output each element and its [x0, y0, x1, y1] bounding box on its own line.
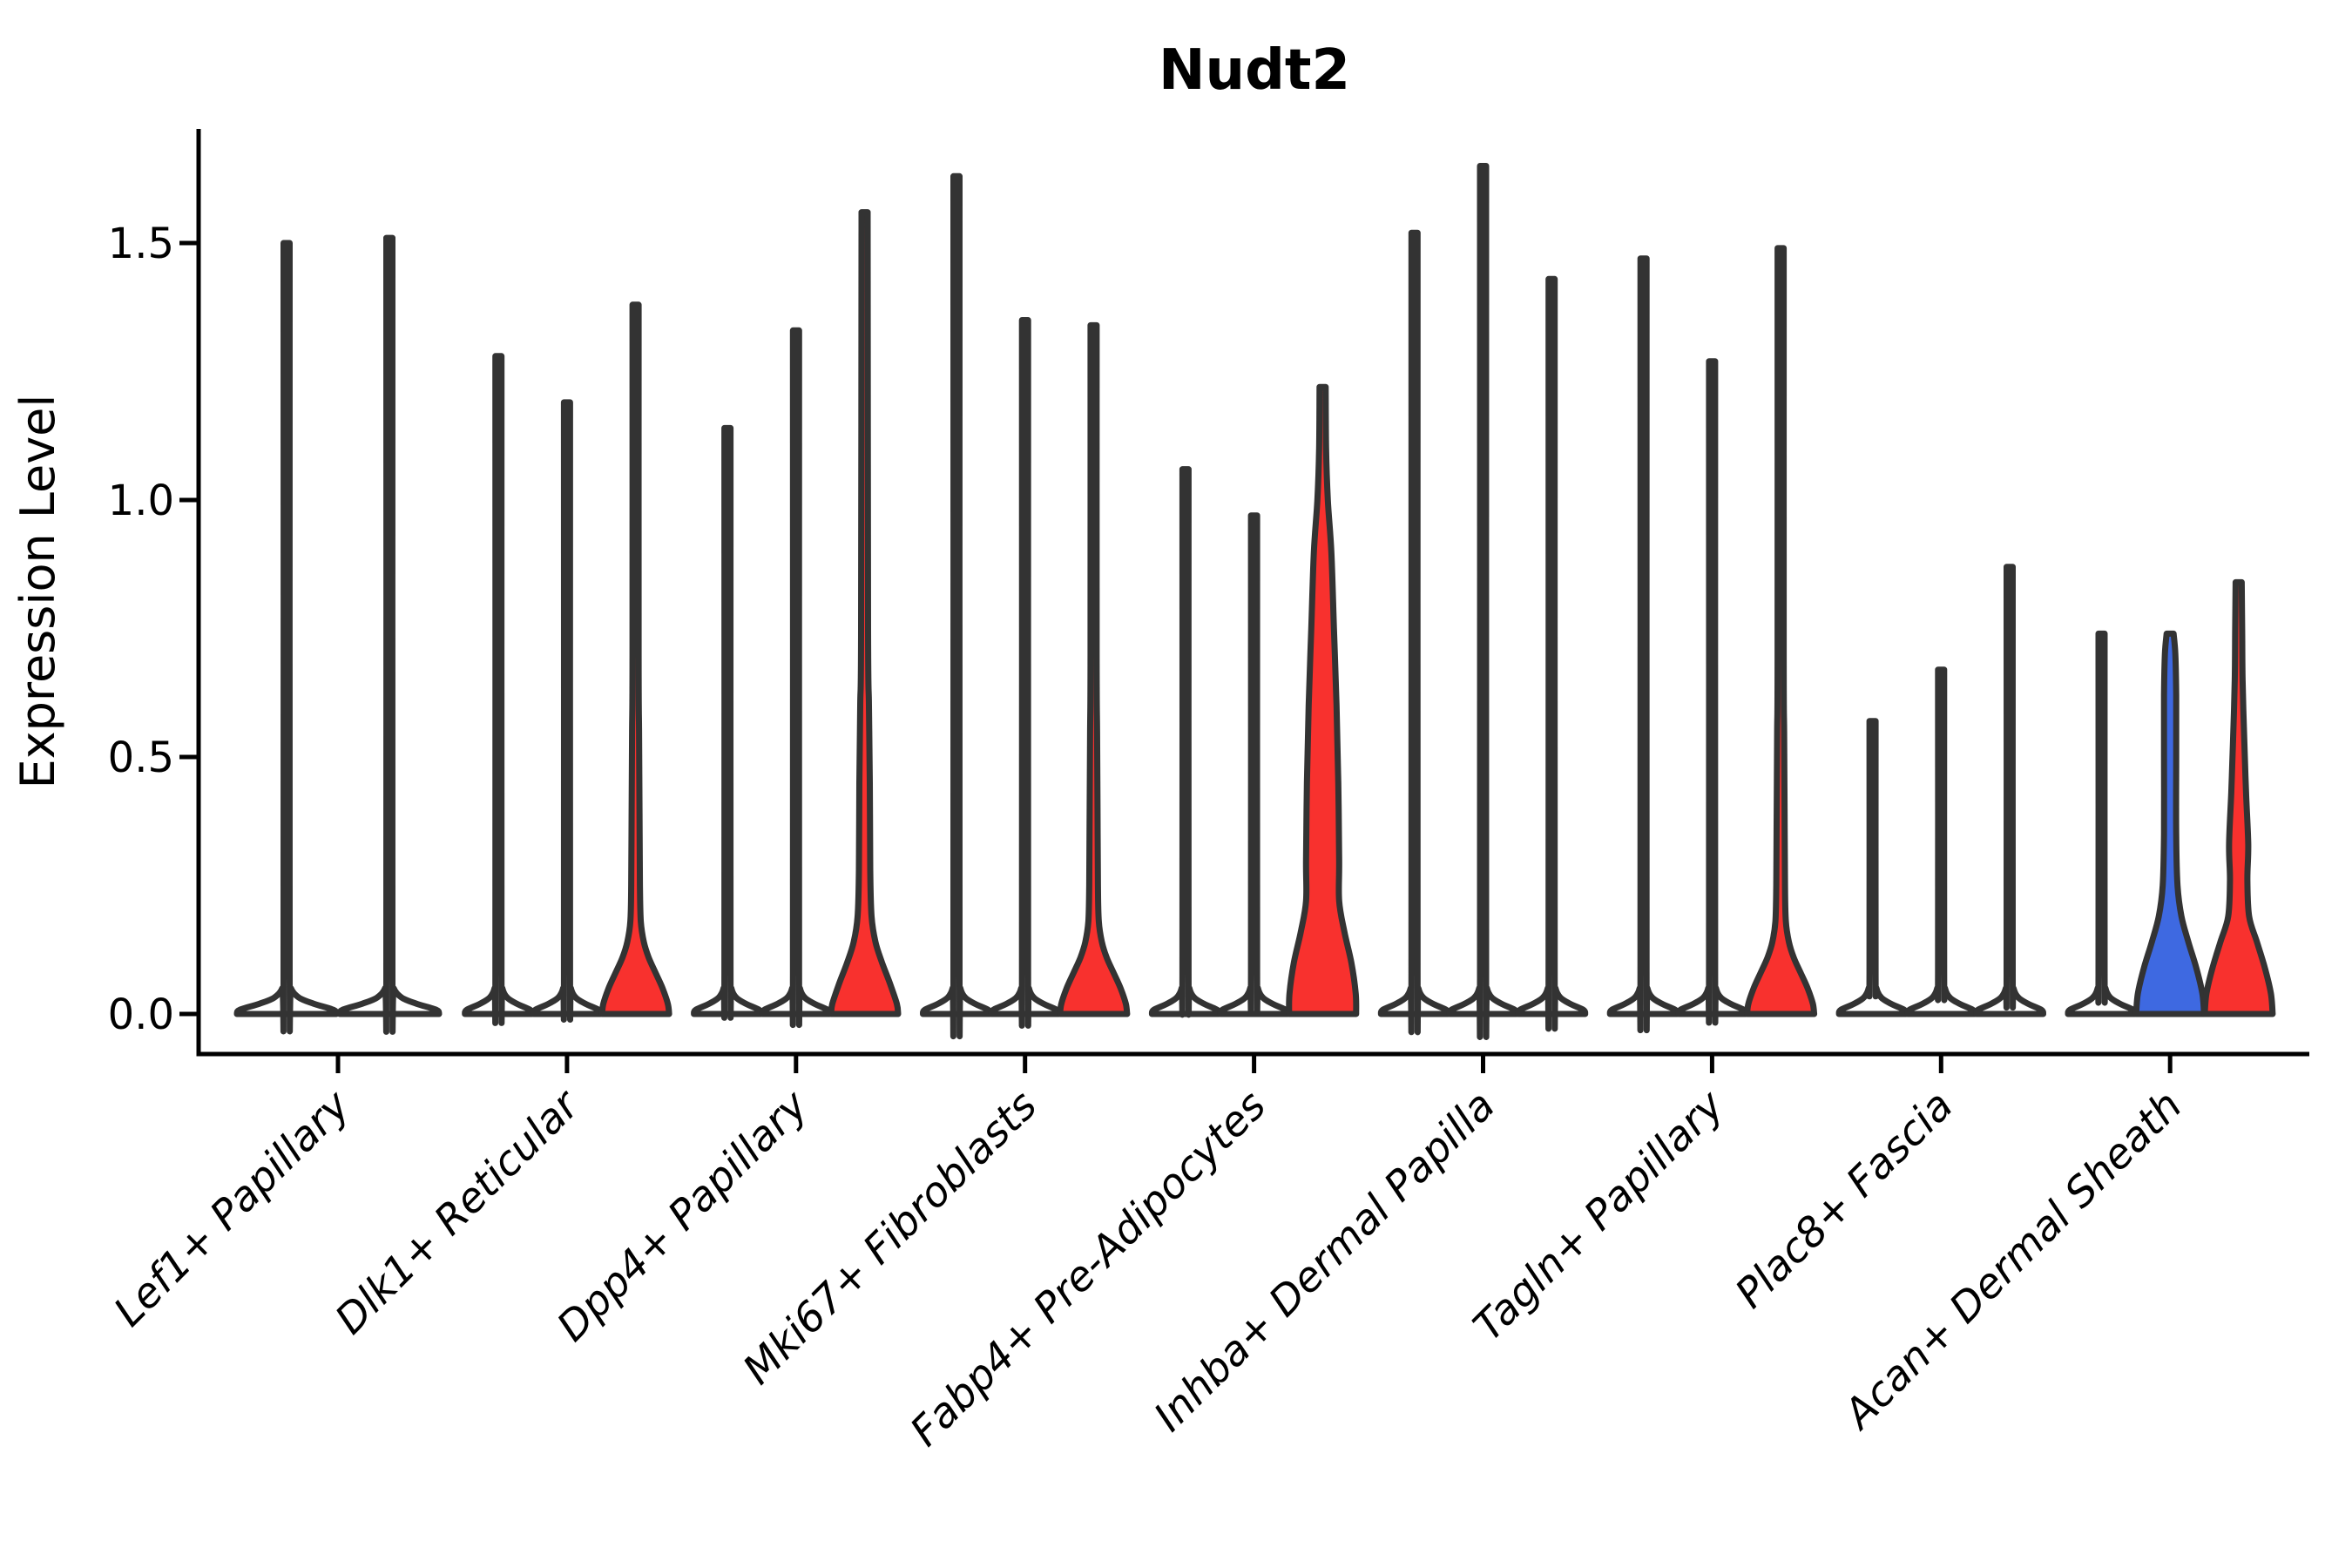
x-tick-label: Plac8+ Fascia: [1727, 1082, 1963, 1318]
violin-plain: [1835, 718, 1909, 1017]
violin-plain: [1973, 564, 2046, 1017]
violin-red: [1744, 245, 1818, 1017]
chart-title: Nudt2: [1159, 38, 1350, 103]
y-tick-label: 1.0: [108, 476, 174, 525]
violin-plain: [1515, 275, 1589, 1032]
violin-plain: [530, 399, 604, 1023]
violin-red: [2201, 578, 2276, 1017]
violin-red: [598, 301, 672, 1017]
x-tick-label: Tagln+ Papillary: [1464, 1081, 1734, 1351]
violin-plain: [336, 234, 443, 1035]
violin-plain: [1148, 466, 1222, 1018]
violin-blue: [2132, 630, 2207, 1017]
violin-plain: [691, 424, 765, 1021]
x-tick-label: Dpp4+ Papillary: [548, 1081, 818, 1351]
violin-plain: [920, 172, 993, 1039]
violin-plain: [2065, 630, 2139, 1017]
violin-plain: [1217, 512, 1291, 1017]
y-tick-label: 0.0: [108, 990, 174, 1039]
y-tick-label: 0.5: [108, 733, 174, 782]
violin-plain: [988, 317, 1062, 1029]
y-tick-label: 1.5: [108, 220, 174, 268]
violin-plain: [1606, 255, 1680, 1034]
x-tick-label: Dlk1+ Reticular: [326, 1080, 590, 1344]
violin-plain: [1446, 163, 1520, 1040]
violin-red: [1057, 321, 1131, 1017]
violin-red: [1286, 383, 1360, 1017]
y-axis-label: Expression Level: [10, 395, 65, 789]
x-tick-label: Lef1+ Papillary: [105, 1081, 360, 1336]
violin-plain: [1675, 358, 1749, 1026]
violin-plain: [462, 353, 536, 1026]
violin-plain: [759, 327, 833, 1028]
violin-plain: [233, 240, 340, 1035]
violin-plain: [1904, 666, 1978, 1017]
violin-red: [828, 209, 902, 1017]
violin-plain: [1377, 229, 1451, 1036]
